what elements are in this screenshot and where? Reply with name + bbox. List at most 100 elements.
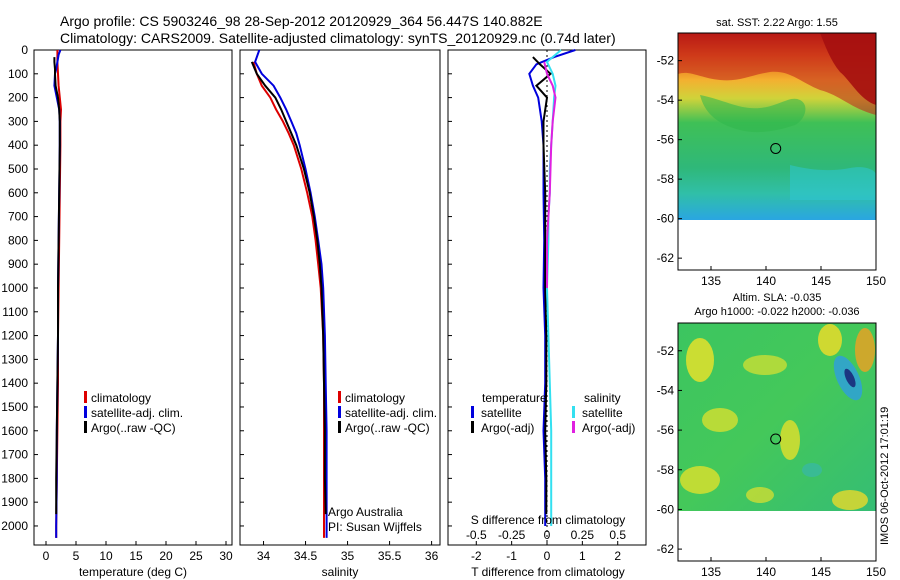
temperature-axis-label: temperature (deg C) <box>79 565 187 579</box>
difference-series <box>448 49 576 545</box>
x-tick-label: 5 <box>73 549 80 563</box>
legend-swatch-climatology <box>338 391 341 403</box>
x-tick-label: 25 <box>189 549 203 563</box>
sla-anomaly <box>743 355 787 375</box>
y-tick-label: 2000 <box>1 519 28 533</box>
lon-tick-label: 145 <box>811 274 831 288</box>
y-tick-label: 1200 <box>1 329 28 343</box>
sst-map-title: sat. SST: 2.22 Argo: 1.55 <box>716 17 838 29</box>
temperature-difference-axis-label: T difference from climatology <box>471 565 625 579</box>
temperature-axes-box <box>33 49 233 546</box>
x-tick-label: 35 <box>341 549 355 563</box>
legend-label-s-argo: Argo(-adj) <box>582 421 635 435</box>
y-tick-label: 900 <box>8 257 28 271</box>
legend-swatch-argo <box>84 421 87 433</box>
sst-longitude-labels: 135 140 145 150 <box>701 266 886 288</box>
legend-swatch-satellite <box>338 406 341 418</box>
sst-map-frame <box>677 32 877 271</box>
x-tick-label: 35.5 <box>378 549 402 563</box>
sla-argo-position-marker <box>770 433 782 445</box>
lat-tick-label: -54 <box>657 383 675 397</box>
y-tick-label: 500 <box>8 162 28 176</box>
sst-field <box>678 33 876 220</box>
lon-tick-label: 135 <box>701 565 721 579</box>
salinity-difference-axis-label: S difference from climatology <box>471 513 626 527</box>
y-tick-label: 1700 <box>1 448 28 462</box>
salinity-series <box>240 49 328 538</box>
y-tick-label: 100 <box>8 67 28 81</box>
salinity-difference-tick-labels: -0.5-0.2500.250.5 <box>466 528 626 542</box>
y-tick-label: 0 <box>21 43 28 57</box>
temperature-difference-tick-labels: -2 -1 0 1 2 <box>471 541 621 563</box>
y-tick-label: 1900 <box>1 495 28 509</box>
series-line <box>252 61 325 538</box>
s-tick-label: 0.25 <box>571 528 595 542</box>
lat-tick-label: -54 <box>657 93 675 107</box>
legend-label-t-satellite: satellite <box>481 406 522 420</box>
x-tick-label: 36 <box>425 549 439 563</box>
lat-tick-label: -58 <box>657 172 675 186</box>
y-tick-label: 600 <box>8 186 28 200</box>
series-line <box>545 49 562 526</box>
sst-cold-tongue <box>700 95 806 133</box>
legend-swatch-climatology <box>84 391 87 403</box>
institution-note: Argo Australia <box>328 505 403 519</box>
sla-anomaly <box>702 408 738 432</box>
y-tick-label: 200 <box>8 91 28 105</box>
legend-label-satellite: satellite-adj. clim. <box>345 406 437 420</box>
y-tick-label: 800 <box>8 233 28 247</box>
s-tick-label: -0.25 <box>498 528 526 542</box>
x-tick-label: 10 <box>99 549 113 563</box>
lat-tick-label: -62 <box>657 542 675 556</box>
sla-anomaly <box>832 490 868 510</box>
lon-tick-label: 150 <box>866 274 886 288</box>
y-tick-label: 1500 <box>1 400 28 414</box>
s-tick-label: -0.5 <box>466 528 487 542</box>
legend-label-t-argo: Argo(-adj) <box>481 421 534 435</box>
sst-latitude-labels: -52 -54 -56 -58 -60 -62 <box>657 54 682 265</box>
series-line <box>250 61 327 515</box>
pi-note: PI: Susan Wijffels <box>328 520 422 534</box>
sla-map-panel: Altim. SLA: -0.035 Argo h1000: -0.022 h2… <box>657 292 887 579</box>
series-line <box>53 57 61 515</box>
sla-map-title: Altim. SLA: -0.035 <box>733 292 822 304</box>
legend-label-climatology: climatology <box>91 391 151 405</box>
temperature-legend: climatology satellite-adj. clim. Argo(..… <box>84 391 183 435</box>
legend-swatch-argo <box>338 421 341 433</box>
salinity-axis-label: salinity <box>322 565 359 579</box>
sla-anomaly <box>746 487 774 503</box>
sla-latitude-labels: -52 -54 -56 -58 -60 -62 <box>657 344 682 556</box>
difference-legend: temperature salinity satellite Argo(-adj… <box>471 391 635 435</box>
x-tick-label: 0 <box>544 549 551 563</box>
legend-label-argo: Argo(..raw -QC) <box>91 421 176 435</box>
salinity-tick-labels: 34 34.5 35 35.5 36 <box>257 541 439 563</box>
legend-swatch-t-argo <box>471 421 474 433</box>
lon-tick-label: 140 <box>756 565 776 579</box>
sla-anomaly <box>686 338 714 382</box>
sst-map-panel: sat. SST: 2.22 Argo: 1.55 -52 -54 -56 -58 -6… <box>657 17 887 288</box>
lon-tick-label: 150 <box>866 565 886 579</box>
sla-map-subtitle: Argo h1000: -0.022 h2000: -0.036 <box>694 306 859 318</box>
x-tick-label: 34.5 <box>294 549 318 563</box>
lon-tick-label: 145 <box>811 565 831 579</box>
sst-cold-region <box>790 165 876 200</box>
y-tick-label: 1300 <box>1 352 28 366</box>
sla-low-core <box>844 368 856 388</box>
salinity-axes-box <box>239 49 441 546</box>
temperature-panel: 0100200300400500600700800900100011001200… <box>1 43 233 579</box>
x-tick-label: -2 <box>471 549 482 563</box>
legend-label-argo: Argo(..raw -QC) <box>345 421 430 435</box>
legend-label-satellite: satellite-adj. clim. <box>91 406 183 420</box>
sla-anomaly <box>855 328 875 372</box>
lon-tick-label: 140 <box>756 274 776 288</box>
lat-tick-label: -60 <box>657 212 675 226</box>
legend-swatch-satellite <box>84 406 87 418</box>
lat-tick-label: -56 <box>657 133 675 147</box>
y-tick-label: 400 <box>8 138 28 152</box>
sst-argo-position-marker <box>770 142 782 154</box>
lat-tick-label: -60 <box>657 502 675 516</box>
x-tick-label: 2 <box>614 549 621 563</box>
sst-warm-region <box>678 33 876 115</box>
y-tick-label: 1000 <box>1 281 28 295</box>
argo-position-circle <box>770 142 782 154</box>
